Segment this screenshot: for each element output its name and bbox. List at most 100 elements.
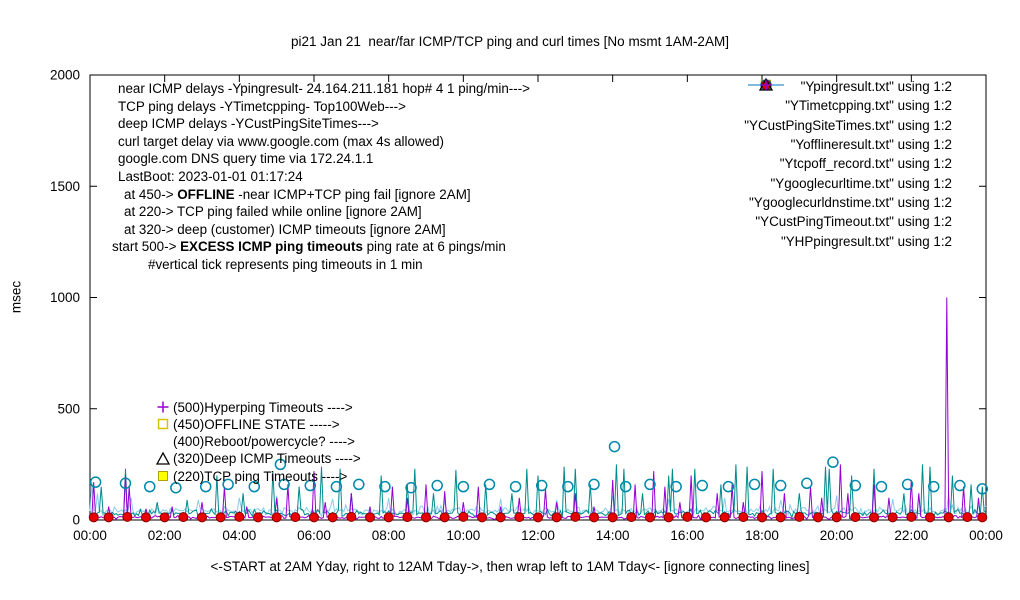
data-point [253,512,263,523]
y-tick-label: 1500 [50,179,80,194]
data-point [644,478,656,491]
data-point [927,480,940,493]
series-3-group [89,482,987,518]
data-point [827,456,839,468]
data-point [645,512,655,523]
chart-title: pi21 Jan 21 near/far ICMP/TCP ping and c… [291,34,729,49]
data-point [271,512,282,523]
data-point [738,512,749,523]
legend-entry: "Ygooglecurldnstime.txt" using 1:2 [744,80,960,212]
data-point [719,512,730,523]
x-tick-label: 22:00 [894,528,928,543]
data-point [588,478,600,491]
data-point [849,479,862,492]
data-point [943,512,954,523]
data-point [274,458,287,471]
annotation-line: at 320-> deep (customer) ICMP timeouts [… [124,221,446,237]
annotation-text: ping rate at 6 pings/min [362,239,506,255]
data-point [234,511,245,522]
annotation-line: LastBoot: 2023-01-01 01:17:24 [118,168,303,184]
data-point [103,512,114,523]
x-tick-label: 18:00 [745,528,779,543]
plus-icon [157,401,169,413]
annotation-text: start 500-> [112,239,181,255]
annotation-marker-line: (220)TCP ping Timeouts ----> [155,468,347,485]
data-point [248,480,261,493]
annotation-marker-label: (220)TCP ping Timeouts ----> [173,468,348,484]
data-point [696,479,709,492]
data-point [906,511,917,522]
data-point [458,511,469,522]
annotation-line: deep ICMP delays -YCustPingSiteTimes---> [118,116,379,132]
legend-label: "Ytcpoff_record.txt" using 1:2 [779,156,952,172]
legend-entry: "YCustPingSiteTimes.txt" using 1:2 [744,84,960,135]
legend-label: "Ypingresult.txt" using 1:2 [800,79,952,95]
legend-entry: "YTimetcpping.txt" using 1:2 [744,84,960,115]
data-point [215,512,226,523]
data-point [976,483,989,495]
filled-square-glyph [158,471,168,482]
legend-label: "YCustPingTimeout.txt" using 1:2 [755,214,952,230]
y-tick-label: 0 [72,513,80,528]
data-point [722,480,735,493]
open-square-glyph [157,419,169,430]
x-tick-label: 08:00 [372,528,406,543]
data-point [483,478,496,491]
legend-marker [760,79,772,91]
data-point [141,512,151,523]
data-point [509,480,522,493]
data-point [405,481,417,494]
data-point [663,512,674,523]
data-point [551,512,562,523]
annotation-line: google.com DNS query time via 172.24.1.1 [118,151,374,167]
marker-spacer [155,434,171,450]
annotation-marker-label: (450)OFFLINE STATE -----> [173,416,340,432]
data-point [748,478,761,491]
data-point [954,479,966,492]
annotation-marker-line: (500)Hyperping Timeouts ----> [155,399,353,416]
series-2-group [89,464,987,519]
annotation-line: at 450-> OFFLINE -near ICMP+TCP ping fai… [124,186,530,204]
legend-label: "YTimetcpping.txt" using 1:2 [785,98,952,114]
legend-label: "Ygooglecurldnstime.txt" using 1:2 [748,194,952,210]
annotation-marker-line: (450)OFFLINE STATE -----> [155,416,340,433]
data-point [88,512,99,523]
data-point [353,478,365,491]
data-point [304,479,317,492]
data-point [278,478,290,491]
annotation-text: at 450-> [124,186,178,202]
x-tick-label: 14:00 [596,528,630,543]
data-point [901,478,914,491]
data-point [535,479,548,492]
data-point [383,512,394,523]
filled-square-icon [158,471,168,482]
data-point [330,480,343,493]
data-point [327,512,338,523]
data-point [178,512,189,523]
legend-entry: "YCustPingTimeout.txt" using 1:2 [744,77,960,231]
data-point [197,512,207,523]
x-tick-label: 16:00 [670,528,704,543]
series-line [89,464,987,519]
data-point [159,512,170,523]
annotation-marker-label: (320)Deep ICMP Timeouts ----> [173,451,361,467]
annotation-line: curl target delay via www.google.com (ma… [118,133,444,149]
annotation-text: OFFLINE [177,186,235,202]
data-point [831,512,842,523]
data-point [887,512,898,523]
annotation-line: start 500-> EXCESS ICMP ping timeouts pi… [112,238,530,256]
data-point [365,512,375,523]
annotation-marker-line: (320)Deep ICMP Timeouts ----> [155,450,361,467]
data-point [457,480,470,493]
data-point [801,477,813,490]
y-tick-label: 500 [57,401,80,416]
data-point [869,512,879,523]
triangle-icon [155,451,171,465]
data-point [533,512,543,523]
annotation-line: #vertical tick represents ping timeouts … [148,256,423,272]
data-point [757,512,767,523]
data-point [619,480,632,493]
legend: "Ypingresult.txt" using 1:2 "YTimetcpping… [744,77,960,251]
legend-label: "YHPpingresult.txt" using 1:2 [780,233,952,249]
